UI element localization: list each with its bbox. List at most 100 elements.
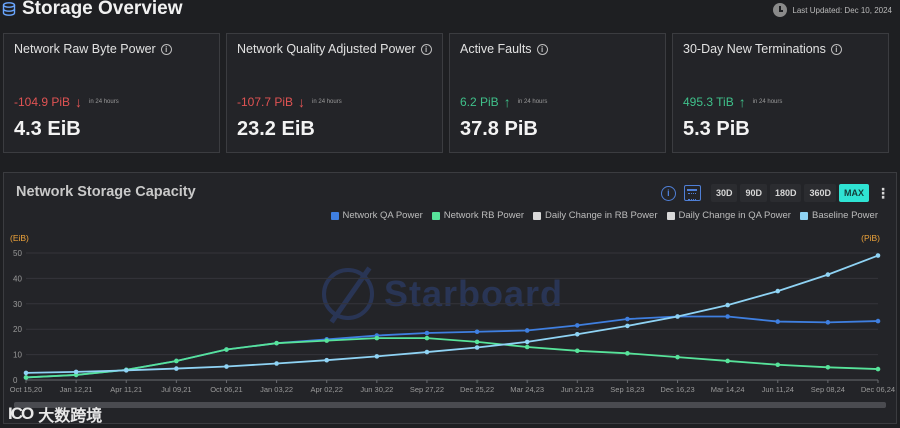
info-icon[interactable]: i (420, 43, 432, 55)
info-icon[interactable]: i (160, 43, 172, 55)
range-button-max[interactable]: MAX (839, 184, 869, 202)
x-tick-label: Dec 25,22 (460, 385, 494, 394)
brand-logo: ICO (8, 404, 34, 423)
arrow-up-icon: ↑ (503, 94, 511, 110)
data-point (625, 316, 630, 322)
legend-swatch (799, 211, 808, 220)
x-tick-label: Apr 02,22 (310, 385, 343, 394)
data-point (424, 349, 430, 355)
database-icon (2, 2, 16, 16)
data-point (825, 365, 831, 370)
page-header: Storage Overview Last Updated: Dec 10, 2… (0, 0, 900, 22)
x-tick-label: Mar 24,23 (510, 385, 544, 394)
data-point (274, 361, 279, 366)
y-tick-label: 40 (13, 274, 22, 283)
legend-swatch (666, 211, 675, 220)
card-change: -107.7 PiB ↓ in 24 hours (237, 94, 342, 110)
data-point (474, 329, 480, 335)
data-point (374, 335, 380, 341)
legend-item-baseline[interactable]: Baseline Power (799, 210, 878, 221)
data-point (224, 347, 229, 352)
data-point (123, 368, 129, 373)
chart-title: Network Storage Capacity (16, 184, 196, 200)
last-updated: Last Updated: Dec 10, 2024 (773, 3, 892, 17)
range-button-90d[interactable]: 90D (740, 184, 767, 202)
chart-zoom-scrollbar[interactable] (14, 402, 886, 408)
chart-legend: Network QA Power Network RB Power Daily … (330, 210, 878, 221)
range-selector: i 30D 90D 180D 360D MAX ⋮ (660, 184, 890, 202)
card-title: 30-Day New Terminations (683, 42, 826, 56)
x-tick-label: Jun 21,23 (561, 385, 594, 394)
data-point (73, 369, 79, 375)
y-tick-label: 10 (13, 351, 22, 360)
y-tick-label: 30 (13, 300, 22, 309)
data-point (775, 362, 781, 368)
legend-item-qa[interactable]: Network QA Power (330, 210, 423, 221)
data-point (675, 314, 680, 319)
x-tick-label: Dec 06,24 (861, 385, 895, 394)
y-tick-label: 0 (13, 376, 18, 385)
info-icon[interactable]: i (830, 43, 842, 55)
x-tick-label: Jan 03,22 (260, 385, 293, 394)
data-point (875, 253, 881, 258)
more-options-icon[interactable]: ⋮ (876, 185, 890, 201)
brand-name: 大数跨境 (38, 408, 103, 425)
x-tick-label: Jun 30,22 (360, 385, 393, 394)
y-tick-label: 50 (13, 249, 22, 258)
range-button-180d[interactable]: 180D (769, 184, 802, 202)
data-point (23, 370, 29, 376)
left-axis-unit: (EiB) (10, 233, 29, 243)
legend-swatch (533, 211, 542, 220)
card-value: 37.8 PiB (460, 118, 538, 140)
calendar-icon[interactable] (683, 185, 701, 201)
card-value: 5.3 PiB (683, 118, 750, 140)
x-tick-label: Oct 06,21 (210, 385, 243, 394)
x-tick-label: Jun 11,24 (762, 385, 794, 394)
data-point (875, 318, 881, 324)
info-icon[interactable]: i (536, 43, 548, 55)
data-point (324, 357, 330, 363)
range-button-360d[interactable]: 360D (804, 184, 836, 202)
card-title: Active Faults (460, 42, 532, 56)
data-point (174, 366, 179, 371)
series-line (25, 337, 879, 379)
last-updated-text: Last Updated: Dec 10, 2024 (792, 5, 892, 15)
card-change: -104.9 PiB ↓ in 24 hours (14, 94, 119, 110)
arrow-down-icon: ↓ (298, 94, 306, 110)
info-icon[interactable]: i (660, 185, 676, 201)
stat-card-raw-byte-power: Network Raw Byte Power i -104.9 PiB ↓ in 24… (3, 33, 220, 153)
stat-cards: Network Raw Byte Power i -104.9 PiB ↓ in 24… (3, 33, 897, 153)
data-point (725, 302, 730, 308)
data-point (875, 366, 881, 372)
x-tick-label: Apr 11,21 (110, 385, 142, 394)
data-point (775, 288, 781, 294)
card-change: 495.3 TiB ↑ in 24 hours (683, 94, 783, 110)
legend-swatch (330, 211, 339, 220)
stat-card-new-terminations: 30-Day New Terminations i 495.3 TiB ↑ in 24… (672, 33, 889, 153)
data-point (424, 330, 430, 336)
x-tick-label: Jan 12,21 (60, 385, 93, 394)
data-point (524, 339, 530, 345)
data-point (725, 358, 730, 364)
data-point (725, 314, 730, 319)
legend-item-daily-qa[interactable]: Daily Change in QA Power (666, 210, 791, 221)
data-point (23, 375, 29, 380)
line-chart: 0 10 20 30 40 50 Oct 15,20 Jan 12,21 Apr 11,21 Ju… (10, 249, 895, 394)
data-point (374, 354, 380, 359)
legend-item-daily-rb[interactable]: Daily Change in RB Power (533, 210, 658, 221)
right-axis-unit: (PiB) (861, 233, 880, 243)
page-title: Storage Overview (22, 0, 183, 19)
data-point (825, 272, 831, 277)
watermark-text: Starboard (384, 273, 564, 314)
x-tick-label: Sep 08,24 (811, 385, 845, 394)
clock-icon (773, 3, 788, 17)
data-point (625, 351, 630, 356)
data-point (274, 340, 279, 346)
corner-brand: ICO 大数跨境 (8, 402, 102, 426)
range-button-30d[interactable]: 30D (710, 184, 738, 202)
x-tick-label: Mar 14,24 (711, 385, 745, 394)
data-point (324, 338, 330, 343)
legend-swatch (431, 211, 440, 220)
legend-item-rb[interactable]: Network RB Power (431, 210, 524, 221)
data-point (625, 323, 630, 329)
